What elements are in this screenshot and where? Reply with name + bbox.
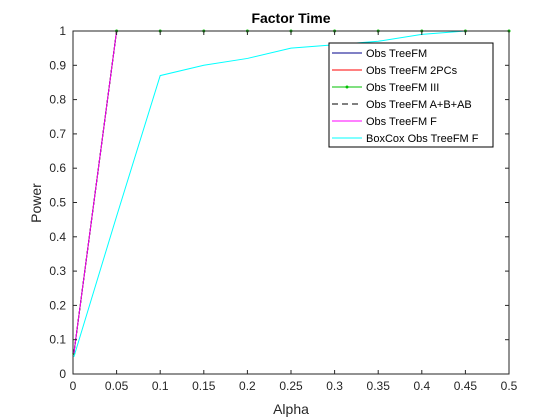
x-tick-label-6: 0.3	[326, 379, 343, 393]
x-tick-label-1: 0.05	[105, 379, 129, 393]
x-tick-label-4: 0.2	[239, 379, 256, 393]
legend-label-5: BoxCox Obs TreeFM F	[366, 133, 479, 145]
x-axis-label: Alpha	[273, 401, 309, 417]
y-tick-label-10: 1	[59, 24, 66, 38]
legend-box	[328, 42, 494, 148]
x-tick-label-7: 0.35	[367, 379, 391, 393]
x-tick-label-10: 0.5	[501, 379, 518, 393]
y-tick-label-2: 0.2	[49, 298, 66, 312]
x-tick-label-0: 0	[70, 379, 77, 393]
y-axis-label: Power	[28, 183, 44, 223]
x-tick-labels: 0 0.05 0.1 0.15 0.2 0.25 0.3 0.35 0.4 0.45 0.5	[70, 379, 518, 393]
y-tick-labels: 0 0.1 0.2 0.3 0.4 0.5 0.6 0.7 0.8 0.9 1	[49, 24, 66, 381]
series-line-5	[73, 30, 509, 357]
legend-marker-2	[345, 85, 349, 89]
legend-label-1: Obs TreeFM 2PCs	[366, 65, 458, 77]
legend-label-4: Obs TreeFM F	[366, 116, 437, 128]
y-tick-label-0: 0	[59, 367, 66, 381]
legend-label-2: Obs TreeFM III	[366, 82, 439, 94]
y-tick-label-5: 0.5	[49, 196, 66, 210]
legend-label-3: Obs TreeFM A+B+AB	[366, 99, 472, 111]
y-tick-label-1: 0.1	[49, 333, 66, 347]
legend-label-0: Obs TreeFM	[366, 48, 427, 60]
chart-title: Factor Time	[251, 10, 330, 26]
y-tick-label-9: 0.9	[49, 58, 66, 72]
x-tick-label-2: 0.1	[152, 379, 169, 393]
legend-items: Obs TreeFM Obs TreeFM 2PCs Obs TreeFM III O…	[332, 48, 479, 145]
y-tick-label-7: 0.7	[49, 127, 66, 141]
x-tick-label-3: 0.15	[192, 379, 216, 393]
y-tick-label-4: 0.4	[49, 230, 66, 244]
y-tick-label-8: 0.8	[49, 93, 66, 107]
legend: Obs TreeFM Obs TreeFM 2PCs Obs TreeFM III O…	[328, 42, 494, 148]
x-tick-label-9: 0.45	[454, 379, 478, 393]
tick-marks	[72, 30, 510, 375]
x-tick-label-5: 0.25	[279, 379, 303, 393]
x-tick-label-8: 0.4	[413, 379, 430, 393]
y-tick-label-6: 0.6	[49, 161, 66, 175]
y-tick-label-3: 0.3	[49, 264, 66, 278]
